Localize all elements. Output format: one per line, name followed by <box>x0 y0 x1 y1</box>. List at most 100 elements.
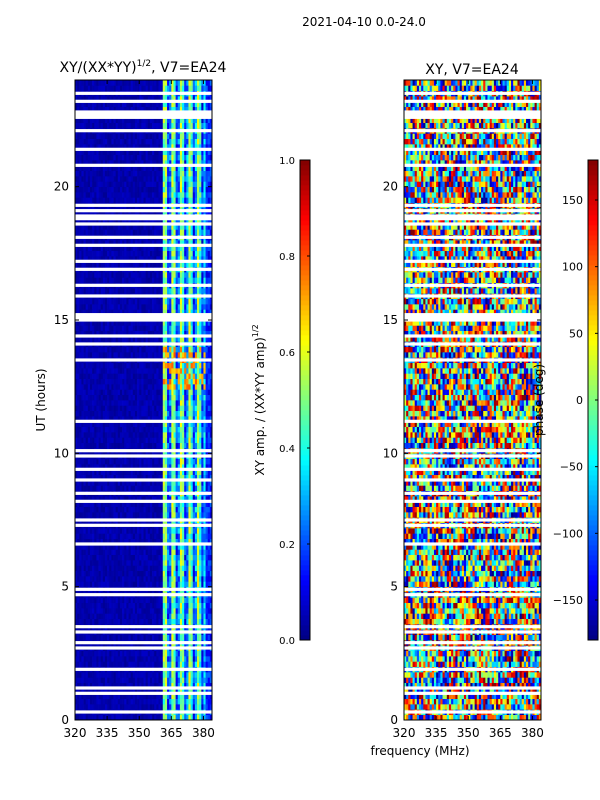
heatmap-cell <box>171 549 174 556</box>
heatmap-cell <box>122 608 125 614</box>
heatmap-cell <box>75 442 78 449</box>
heatmap-cell <box>175 496 179 502</box>
heatmap-cell <box>158 672 161 678</box>
heatmap-cell <box>130 400 134 406</box>
heatmap-cell <box>171 474 174 481</box>
heatmap-cell <box>177 613 181 620</box>
heatmap-cell <box>149 432 153 438</box>
heatmap-cell <box>141 512 144 518</box>
heatmap-cell <box>141 346 144 353</box>
heatmap-cell <box>162 693 166 700</box>
heatmap-cell <box>128 608 132 614</box>
heatmap-cell <box>182 362 185 369</box>
heatmap-cell <box>139 469 142 476</box>
heatmap-cell <box>186 581 189 588</box>
heatmap-cell <box>147 373 151 380</box>
heatmap-cell <box>209 336 213 342</box>
heatmap-cell <box>77 298 80 305</box>
heatmap-cell <box>111 362 114 369</box>
heatmap-cell <box>149 362 153 369</box>
heatmap-cell <box>162 325 166 332</box>
heatmap-cell <box>207 378 211 385</box>
heatmap-cell <box>201 352 204 358</box>
heatmap-cell <box>137 405 140 412</box>
heatmap-cell <box>173 634 176 641</box>
heatmap-cell <box>104 650 108 657</box>
heatmap-cell <box>169 330 172 337</box>
heatmap-cell <box>188 400 191 406</box>
heatmap-cell <box>85 634 89 641</box>
heatmap-cell <box>167 704 170 710</box>
heatmap-cell <box>141 336 144 342</box>
heatmap-cell <box>169 570 172 577</box>
heatmap-cell <box>167 336 170 342</box>
heatmap-cell <box>119 650 123 657</box>
heatmap-cell <box>152 704 155 710</box>
heatmap-cell <box>207 560 211 566</box>
heatmap-cell <box>209 528 213 534</box>
heatmap-cell <box>139 661 142 668</box>
heatmap-cell <box>154 432 157 438</box>
heatmap-cell <box>162 613 166 620</box>
heatmap-cell <box>203 704 206 710</box>
heatmap-cell <box>134 570 138 577</box>
heatmap-cell <box>107 581 110 588</box>
heatmap-cell <box>167 330 170 337</box>
heatmap-cell <box>175 432 179 438</box>
heatmap-cell <box>158 698 161 705</box>
heatmap-cell <box>81 581 84 588</box>
heatmap-cell <box>77 352 80 358</box>
heatmap-cell <box>158 368 161 374</box>
heatmap-cell <box>209 560 213 566</box>
heatmap-cell <box>117 693 121 700</box>
heatmap-cell <box>179 410 183 417</box>
heatmap-cell <box>124 400 127 406</box>
heatmap-cell <box>171 602 174 609</box>
heatmap-cell <box>152 410 155 417</box>
heatmap-cell <box>81 426 84 433</box>
heatmap-cell <box>83 656 87 662</box>
heatmap-cell <box>122 618 125 625</box>
heatmap-cell <box>75 458 78 465</box>
heatmap-cell <box>203 565 206 572</box>
heatmap-cell <box>184 560 187 566</box>
heatmap-cell <box>104 346 108 353</box>
heatmap-cell <box>209 330 213 337</box>
heatmap-cell <box>147 442 151 449</box>
heatmap-cell <box>141 554 144 561</box>
heatmap-cell <box>167 688 170 694</box>
heatmap-cell <box>137 474 140 481</box>
heatmap-cell <box>141 544 144 550</box>
heatmap-cell <box>122 570 125 577</box>
heatmap-cell <box>77 325 80 332</box>
heatmap-cell <box>199 485 202 492</box>
heatmap-cell <box>169 320 172 326</box>
heatmap-cell <box>117 416 121 422</box>
heatmap-cell <box>182 421 185 428</box>
heatmap-cell <box>115 325 119 332</box>
heatmap-cell <box>152 464 155 470</box>
heatmap-cell <box>209 320 213 326</box>
heatmap-cell <box>186 346 189 353</box>
heatmap-cell <box>117 565 121 572</box>
heatmap-cell <box>89 565 93 572</box>
heatmap-cell <box>199 325 202 332</box>
heatmap-cell <box>201 496 204 502</box>
heatmap-cell <box>117 320 121 326</box>
heatmap-cell <box>192 576 196 582</box>
heatmap-cell <box>115 512 119 518</box>
heatmap-cell <box>94 496 97 502</box>
heatmap-cell <box>171 394 174 401</box>
heatmap-cell <box>77 432 80 438</box>
heatmap-cell <box>143 565 146 572</box>
heatmap-cell <box>158 394 161 401</box>
heatmap-cell <box>141 581 144 588</box>
heatmap-cell <box>81 384 84 390</box>
heatmap-cell <box>199 608 202 614</box>
heatmap-cell <box>134 469 138 476</box>
heatmap-cell <box>179 373 183 380</box>
heatmap-cell <box>102 384 106 390</box>
heatmap-cell <box>100 496 104 502</box>
heatmap-cell <box>182 570 185 577</box>
heatmap-cell <box>154 544 157 550</box>
